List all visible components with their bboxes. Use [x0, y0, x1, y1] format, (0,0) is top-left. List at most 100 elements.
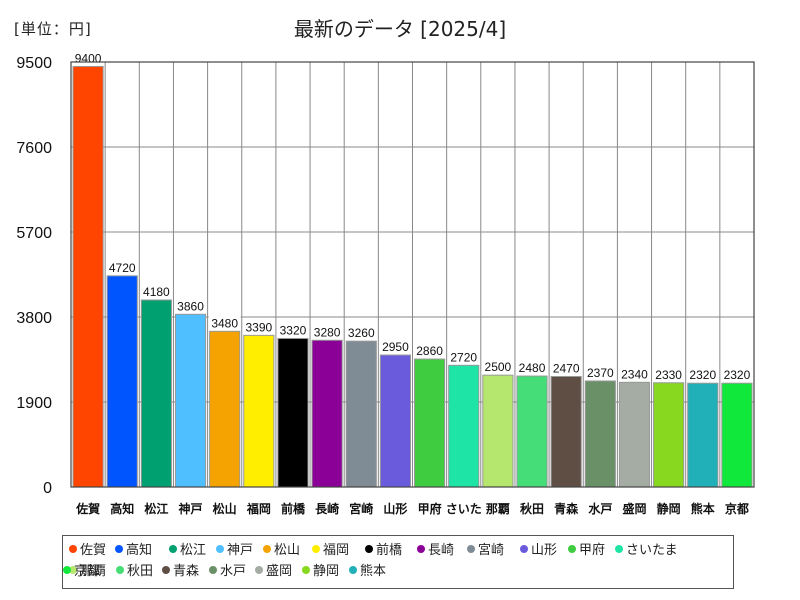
chart-title: 最新のデータ [2025/4] — [293, 17, 507, 41]
legend: 佐賀 高知 松江 神戸 松山 福岡 前橋 長崎 宮崎 山形 甲府 さいたま 那覇 秋田 青森 水戸 盛岡 静岡 熊本… — [62, 535, 734, 589]
data-label: 4180 — [143, 285, 170, 299]
data-label: 3280 — [314, 325, 341, 339]
data-label: 2320 — [724, 368, 751, 382]
legend-dot-icon — [520, 545, 528, 553]
legend-label: 京都 — [74, 564, 101, 579]
data-label-bg — [174, 298, 207, 313]
bar-京都 — [721, 382, 753, 488]
bar-宮崎 — [345, 340, 377, 488]
data-label-bg — [311, 324, 344, 339]
legend-label: 長崎 — [428, 543, 455, 558]
bar-松山 — [209, 330, 241, 488]
legend-item-宮崎: 宮崎 — [467, 543, 504, 559]
legend-item-京都: 京都 — [63, 564, 100, 580]
plot-area-border — [70, 61, 755, 488]
x-tick-label: 青森 — [554, 501, 579, 516]
axes: 0 1900 3800 5700 7600 9500 佐賀 高知 松江 神戸 松山 福岡 前橋 長崎 宮崎山… — [16, 55, 755, 516]
legend-dot-icon — [365, 545, 373, 553]
data-label-bg — [413, 343, 446, 358]
x-tick-label: 熊本 — [691, 501, 715, 516]
y-tick-label: 5700 — [16, 225, 52, 242]
data-label-bg — [720, 367, 753, 382]
data-label-bg — [276, 322, 309, 337]
bar-水戸 — [584, 380, 616, 488]
legend-dot-icon — [417, 545, 425, 553]
legend-label: 佐賀 — [80, 543, 107, 558]
data-label: 2480 — [519, 361, 546, 375]
grid-lines — [71, 61, 754, 488]
bar-福岡 — [243, 334, 275, 488]
bar-長崎 — [311, 339, 343, 488]
legend-item-青森: 青森 — [162, 564, 199, 580]
x-tick-label: 京都 — [725, 501, 749, 516]
y-tick-label: 1900 — [16, 395, 52, 412]
legend-label: 前橋 — [376, 543, 403, 558]
legend-dot-icon — [255, 566, 263, 574]
legend-dot-icon — [69, 566, 77, 574]
x-tick-label: 佐賀 — [75, 501, 100, 516]
x-tick-label: さいた — [446, 502, 482, 516]
legend-label: 松江 — [180, 543, 207, 558]
unit-label: [単位：円] — [14, 20, 92, 38]
x-tick-label: 宮崎 — [349, 501, 373, 516]
legend-label: 高知 — [126, 543, 153, 558]
legend-item-熊本: 熊本 — [349, 564, 386, 580]
legend-label: 熊本 — [360, 564, 387, 579]
legend-label: 水戸 — [220, 564, 247, 579]
legend-item-高知: 高知 — [115, 543, 152, 559]
bar-佐賀 — [72, 65, 104, 488]
legend-dot-icon — [69, 545, 77, 553]
x-tick-label: 長崎 — [315, 501, 339, 516]
data-label-bg — [550, 360, 583, 375]
data-label: 2340 — [621, 367, 648, 381]
data-labels: 9400 4720 4180 3860 3480 3390 3320 3280 3260 2950… — [72, 50, 753, 382]
legend-dot-icon — [568, 545, 576, 553]
data-label: 9400 — [75, 51, 102, 65]
x-tick-label: 福岡 — [246, 501, 271, 516]
x-tick-label: 松江 — [144, 501, 168, 516]
data-label-bg — [618, 366, 651, 381]
bar-神戸 — [174, 313, 207, 488]
legend-dot-icon — [467, 545, 475, 553]
legend-dot-icon — [263, 545, 271, 553]
x-tick-label: 神戸 — [179, 501, 203, 516]
legend-label: 静岡 — [313, 564, 340, 579]
legend-label: 宮崎 — [478, 543, 505, 558]
bars — [72, 65, 753, 488]
legend-dot-icon — [312, 545, 320, 553]
data-label: 3480 — [211, 316, 238, 330]
legend-dot-icon — [216, 545, 224, 553]
bar-熊本 — [687, 382, 719, 488]
data-label: 2950 — [382, 340, 409, 354]
data-label-bg — [379, 339, 412, 354]
data-label-bg — [242, 319, 275, 334]
bar-高知 — [106, 275, 138, 488]
legend-dot-icon — [349, 566, 357, 574]
legend-dot-icon — [209, 566, 217, 574]
legend-item-盛岡: 盛岡 — [255, 564, 292, 580]
data-label: 2500 — [485, 360, 512, 374]
y-tick-label: 7600 — [16, 140, 52, 157]
bar-盛岡 — [618, 381, 651, 488]
bar-静岡 — [653, 382, 685, 488]
x-tick-label: 静岡 — [657, 501, 681, 516]
legend-label: 青森 — [173, 564, 200, 579]
data-label-bg — [208, 315, 241, 330]
x-tick-label: 松山 — [213, 501, 237, 516]
legend-item-静岡: 静岡 — [302, 564, 339, 580]
legend-item-秋田: 秋田 — [116, 564, 153, 580]
y-tick-label: 9500 — [16, 55, 52, 72]
bar-山形 — [379, 354, 412, 488]
legend-item-長崎: 長崎 — [417, 543, 454, 559]
data-label: 3320 — [280, 323, 307, 337]
x-tick-label: 前橋 — [281, 501, 306, 516]
bar-青森 — [550, 376, 582, 488]
legend-label: 那覇 — [80, 564, 107, 579]
legend-item-佐賀: 佐賀 — [69, 543, 106, 559]
data-label-bg — [652, 366, 685, 381]
data-label-bg — [686, 367, 719, 382]
x-tick-label: 甲府 — [418, 501, 442, 516]
x-tick-label: 秋田 — [520, 501, 544, 516]
legend-dot-icon — [162, 566, 170, 574]
